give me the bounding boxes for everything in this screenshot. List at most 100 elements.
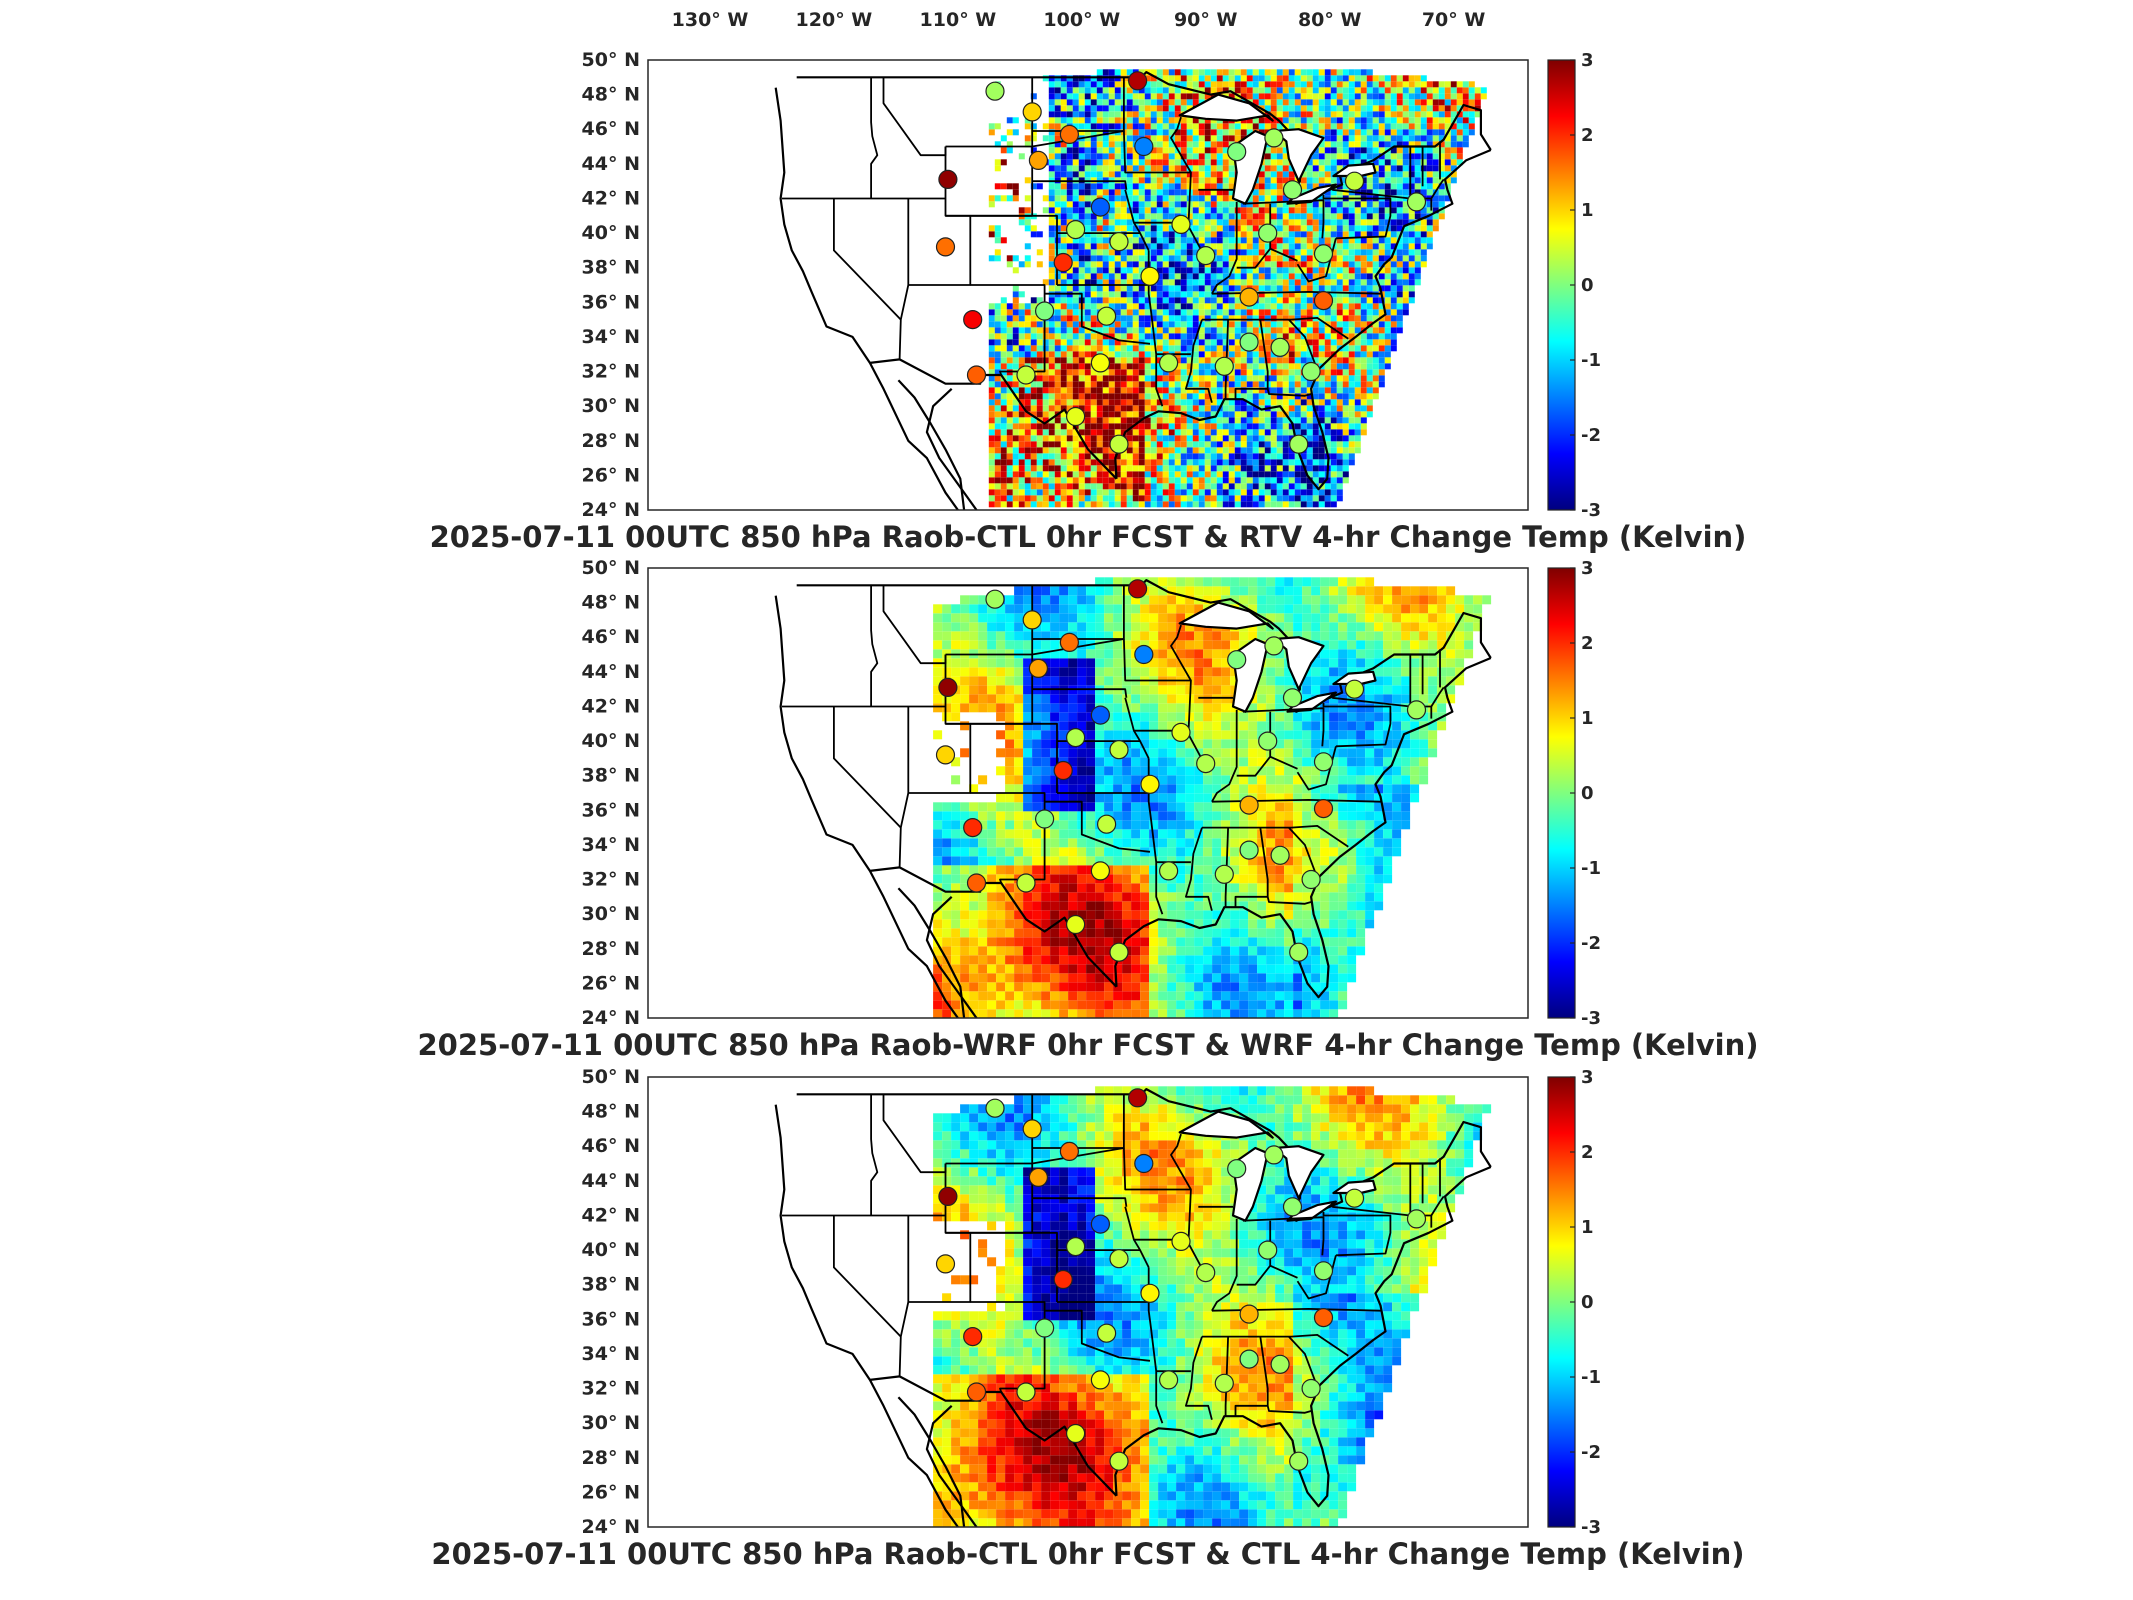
raob-station [1264,1145,1284,1165]
raob-station [1053,1269,1073,1290]
raob-station [985,1098,1005,1118]
raob-station [1134,644,1154,665]
raob-station [1090,197,1111,217]
colorbar-tick-label: 1 [1581,1217,1594,1238]
raob-station [1301,1378,1321,1399]
map-frame [647,59,1529,511]
colorbar-tick-label: 3 [1581,558,1594,579]
state-and-coast-outlines [774,71,1492,510]
longitude-tick-label: 110° W [920,9,997,31]
raob-station [1127,579,1148,599]
colorbar-tick-label: 0 [1581,1292,1594,1313]
raob-station [1406,192,1427,212]
raob-station [1158,861,1179,881]
latitude-tick-label: 46° N [582,1135,640,1157]
colorbar-tick-label: -3 [1581,1517,1601,1538]
colorbar-tick-label: 0 [1581,783,1594,804]
raob-station [1313,798,1334,819]
raob-station [935,237,956,257]
raob-station [1059,1141,1080,1162]
latitude-tick-label: 40° N [582,1239,640,1261]
longitude-tick-label: 130° W [672,9,749,31]
longitude-axis: 130° W 120° W 110° W 100° W 90° W 80° W 70° W [672,9,1486,31]
latitude-tick-label: 24° N [582,1007,640,1029]
raob-station [1140,774,1160,794]
latitude-tick-label: 44° N [582,153,640,175]
raob-station [963,817,983,838]
raob-station [1227,142,1247,162]
raob-station [1214,1373,1234,1393]
raob-station [1158,353,1179,373]
raob-station [1313,244,1334,264]
longitude-tick-label: 70° W [1422,9,1486,31]
colorbar-tick-label: 2 [1581,633,1594,654]
latitude-tick-label: 26° N [582,464,640,486]
raob-station [1053,252,1073,273]
raob-station [1022,102,1042,122]
latitude-tick-label: 48° N [582,592,640,614]
latitude-tick-label: 30° N [582,903,640,925]
raob-station [1053,760,1073,781]
latitude-tick-label: 38° N [582,257,640,279]
raob-station [1034,1318,1055,1338]
raob-station [1313,291,1334,311]
raob-station [1090,353,1111,373]
raob-station [985,589,1005,609]
raob-station [1090,1214,1111,1234]
raob-station [1127,1088,1148,1108]
raob-station [938,677,958,698]
raob-station [1109,1249,1129,1269]
latitude-tick-label: 30° N [582,395,640,417]
longitude-tick-label: 100° W [1043,9,1120,31]
raob-station [1239,332,1259,352]
raob-station [1022,610,1042,630]
raob-station-markers [935,1088,1427,1471]
latitude-tick-label: 34° N [582,1343,640,1365]
raob-station [1109,942,1129,962]
raob-station [1171,722,1191,743]
raob-station [1289,942,1309,962]
longitude-tick-label: 80° W [1298,9,1362,31]
raob-station [1313,752,1334,772]
colorbar-tick-label: 3 [1581,50,1594,71]
raob-station [1059,124,1080,144]
panel-title: 2025-07-11 00UTC 850 hPa Raob-CTL 0hr FC… [430,520,1747,554]
latitude-tick-label: 36° N [582,799,640,821]
longitude-tick-label: 90° W [1174,9,1238,31]
map-panel-3: 50° N 48° N 46° N 44° N 42° N 40° N 38° N 36° N… [431,1066,1744,1571]
raob-station [1196,1262,1216,1283]
raob-station [1171,1231,1191,1252]
latitude-tick-label: 42° N [582,696,640,718]
raob-station [938,169,958,189]
latitude-tick-label: 44° N [582,1170,640,1192]
raob-station [1065,727,1086,748]
latitude-tick-label: 24° N [582,499,640,521]
raob-station [1109,1451,1129,1471]
raob-station-markers [935,71,1427,454]
latitude-tick-label: 40° N [582,222,640,244]
colorbar-tick-label: 1 [1581,200,1594,221]
map-frame [647,567,1529,1019]
latitude-tick-label: 50° N [582,1066,640,1088]
raob-station [1258,223,1278,243]
raob-station [1065,406,1086,427]
raob-station [1065,1236,1086,1257]
latitude-tick-label: 30° N [582,1412,640,1434]
raob-station [1270,845,1290,865]
raob-station [1406,700,1427,720]
colorbar-tick-label: -3 [1581,1008,1601,1029]
raob-station [1065,914,1086,935]
raob-station [1028,658,1049,679]
raob-station [1239,287,1259,307]
map-panel-1: 50° N 48° N 46° N 44° N 42° N 40° N 38° N 36° N… [430,49,1747,554]
latitude-tick-label: 32° N [582,361,640,383]
raob-station [1059,632,1080,653]
state-and-coast-outlines [774,579,1492,1018]
latitude-tick-label: 28° N [582,1447,640,1469]
colorbar-tick-label: 2 [1581,125,1594,146]
latitude-axis: 50° N 48° N 46° N 44° N 42° N 40° N 38° N 36° N… [582,557,640,1029]
raob-station [1109,232,1129,252]
latitude-tick-label: 38° N [582,765,640,787]
raob-station [1344,1188,1365,1208]
